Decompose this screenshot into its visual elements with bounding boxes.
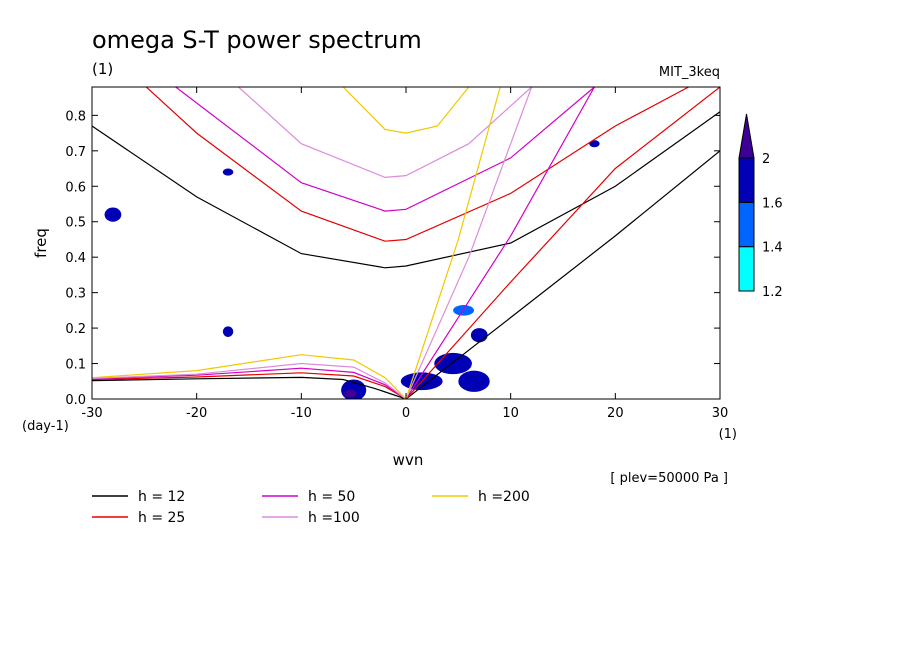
contour-patch [458, 370, 490, 392]
dispersion-curve [92, 362, 407, 399]
colorbar-label: 1.4 [762, 241, 783, 256]
legend-label: h = 12 [138, 489, 185, 505]
x-tick-label: 0 [402, 406, 410, 421]
colorbar-label: 1.6 [762, 196, 783, 211]
chart-title: omega S-T power spectrum [92, 26, 422, 54]
x-tick-label: 20 [607, 406, 624, 421]
dispersion-curves [92, 87, 720, 399]
legend-label: h = 50 [308, 489, 355, 505]
contour-patch [470, 328, 488, 343]
contour-patch [434, 352, 472, 375]
y-axis-label: freq [32, 228, 50, 258]
legend: h = 12 h = 25 h = 50 h =100 h =200 [92, 489, 530, 526]
dispersion-curve [342, 87, 470, 134]
contour-patch [104, 207, 122, 222]
dispersion-curve [405, 87, 501, 399]
dispersion-curve [92, 376, 407, 399]
legend-label: h =100 [308, 510, 360, 526]
plot-frame [91, 86, 721, 400]
contour-patch [222, 326, 234, 337]
y-tick-label: 0.1 [65, 358, 86, 373]
colorbar-swatch [738, 246, 755, 292]
chart-subtitle: (1) [92, 60, 113, 78]
contour-patch [222, 168, 234, 176]
y-tick-label: 0.7 [65, 145, 86, 160]
x-axis-unit: (1) [719, 427, 737, 442]
y-tick-label: 0.0 [65, 393, 86, 408]
colorbar-swatch [738, 157, 755, 203]
x-tick-label: 10 [502, 406, 519, 421]
legend-label: h = 25 [138, 510, 185, 526]
run-label: MIT_3keq [659, 65, 720, 80]
colorbar-swatch [738, 201, 755, 248]
contour-patch [589, 140, 600, 148]
x-tick-label: -10 [291, 406, 312, 421]
legend-label: h =200 [478, 489, 530, 505]
y-axis-unit: (day-1) [22, 419, 69, 434]
y-tick-label: 0.3 [65, 287, 86, 302]
dispersion-curve [405, 87, 720, 399]
contour-patches [104, 140, 600, 399]
dispersion-curve [92, 111, 720, 269]
dispersion-curve [92, 354, 407, 399]
dispersion-curve [405, 87, 533, 399]
colorbar-label: 2 [762, 152, 770, 167]
colorbar-label: 1.2 [762, 285, 783, 300]
dispersion-curve [92, 367, 407, 399]
y-tick-label: 0.4 [65, 251, 86, 266]
y-tick-label: 0.8 [65, 109, 86, 124]
dispersion-curve [405, 87, 595, 399]
y-tick-label: 0.5 [65, 216, 86, 231]
x-axis-label: wvn [393, 451, 424, 469]
x-tick-label: 30 [712, 406, 729, 421]
colorbar: 1.2 1.4 1.6 2 [738, 113, 783, 300]
dispersion-curve [92, 372, 407, 399]
axis-ticks: -30 -20 -10 0 10 20 30 0.0 0.1 0.2 0.3 0.4 0.5 0.6 0.7… [65, 87, 728, 421]
x-tick-label: -30 [81, 406, 102, 421]
dispersion-curve [405, 150, 720, 399]
dispersion-curve [145, 87, 689, 242]
x-tick-label: -20 [186, 406, 207, 421]
y-tick-label: 0.2 [65, 322, 86, 337]
dispersion-curve [175, 87, 595, 212]
contour-patch [344, 389, 357, 398]
dispersion-curve [238, 87, 533, 179]
level-note: [ plev=50000 Pa ] [610, 471, 728, 486]
y-tick-label: 0.6 [65, 180, 86, 195]
colorbar-arrow [738, 113, 755, 159]
